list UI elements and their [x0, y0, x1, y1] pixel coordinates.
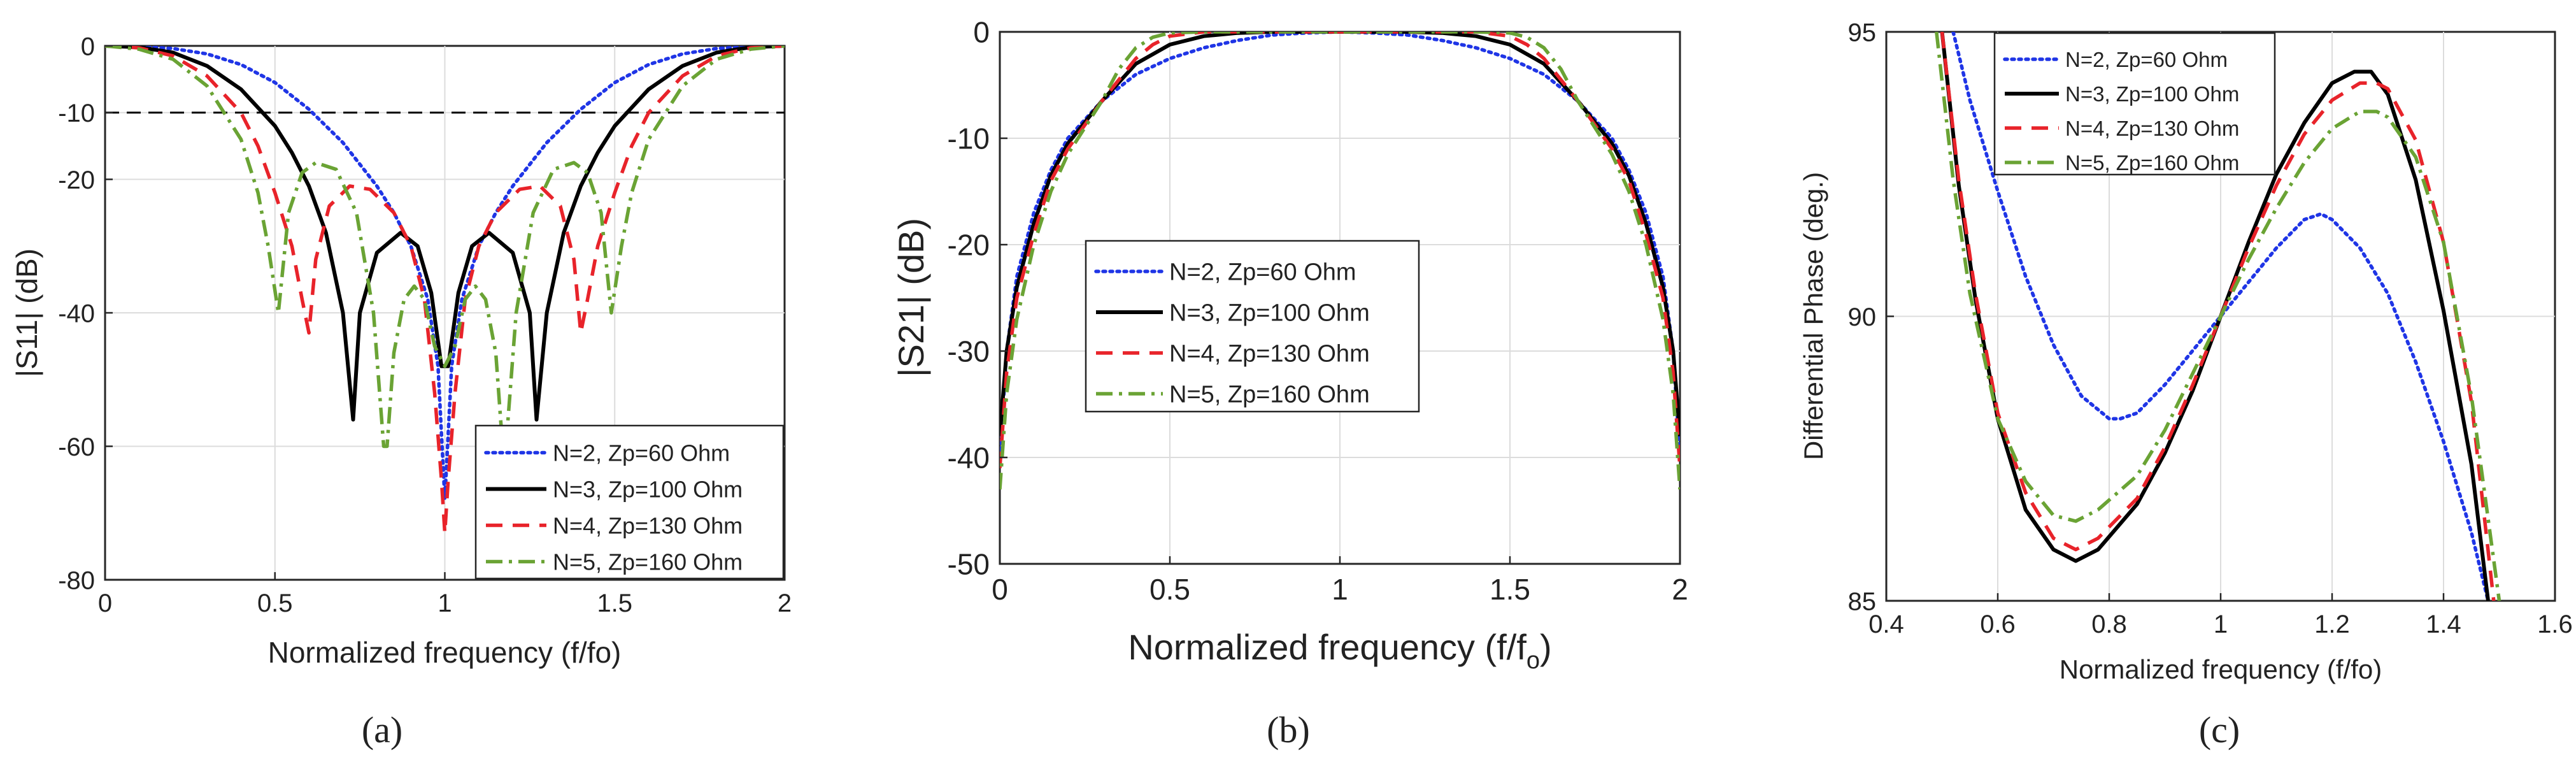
x-tick-label: 1.4: [2426, 610, 2461, 638]
x-tick-label: 1: [2214, 610, 2228, 638]
caption-a: (a): [362, 709, 402, 751]
y-tick-label: 95: [1848, 18, 1877, 47]
x-ticks-c: 0.4 0.6 0.8 1 1.2 1.4 1.6: [1868, 593, 2573, 638]
series-line-b-n4: [1000, 32, 1680, 468]
legend-box-b: [1085, 240, 1420, 413]
legend-c: N=2, Zp=60 Ohm N=3, Zp=100 Ohm N=4, Zp=130…: [1993, 32, 2276, 176]
y-axis-label-b: |S21| (dB): [891, 218, 931, 377]
series-line-b-n2: [1000, 32, 1680, 459]
series-group-a: [105, 46, 785, 535]
legend-label: N=2, Zp=60 Ohm: [553, 440, 730, 466]
y-tick-label: 90: [1848, 303, 1877, 331]
x-ticks-b: 0 0.5 1 1.5 2: [992, 556, 1688, 606]
legend-label: N=3, Zp=100 Ohm: [553, 476, 743, 502]
x-tick-label: 0.6: [1980, 610, 2016, 638]
chart-a: 0 0.5 1 1.5 2 -80 -60 -40 -20 -10 0 Normalized fr…: [10, 32, 792, 751]
legend-box-c: [1993, 32, 2276, 176]
x-tick-label: 0.5: [1149, 573, 1190, 606]
x-tick-label: 0: [98, 589, 112, 617]
series-line-a-n2: [105, 46, 785, 502]
x-tick-label: 0: [992, 573, 1008, 606]
x-tick-label: 1.5: [597, 589, 632, 617]
y-axis-label-a: |S11| (dB): [10, 248, 43, 377]
y-tick-label: 0: [81, 32, 95, 61]
y-tick-label: -40: [58, 299, 95, 327]
y-tick-label: 0: [973, 16, 990, 49]
legend-b: N=2, Zp=60 Ohm N=3, Zp=100 Ohm N=4, Zp=130…: [1085, 240, 1420, 413]
x-tick-label: 0.5: [257, 589, 293, 617]
y-tick-label: -10: [58, 99, 95, 127]
y-tick-label: -20: [58, 166, 95, 194]
x-axis-label-b-subscript: o: [1526, 647, 1540, 674]
legend-box-a: [474, 424, 785, 580]
series-line-b-n3: [1000, 32, 1680, 436]
caption-b: (b): [1267, 709, 1310, 751]
x-axis-label-a: Normalized frequency (f/fo): [268, 636, 622, 669]
chart-c: 0.4 0.6 0.8 1 1.2 1.4 1.6 85 90 95 Normalized fr…: [1798, 18, 2573, 751]
y-tick-label: -60: [58, 433, 95, 461]
x-axis-label-c: Normalized frequency (f/fo): [2060, 654, 2382, 684]
y-ticks-c: 85 90 95: [1848, 18, 1894, 615]
series-line-c-n5: [1935, 32, 2501, 601]
x-tick-label: 0.4: [1868, 610, 1904, 638]
legend-label: N=5, Zp=160 Ohm: [2065, 151, 2239, 175]
x-axis-label-b-main: Normalized frequency (f/f: [1128, 627, 1526, 667]
legend-label: N=3, Zp=100 Ohm: [1169, 300, 1370, 327]
x-tick-label: 1.2: [2314, 610, 2350, 638]
series-line-b-n5: [1000, 32, 1680, 490]
legend-a: N=2, Zp=60 Ohm N=3, Zp=100 Ohm N=4, Zp=130…: [474, 424, 785, 580]
y-tick-label: -10: [948, 122, 990, 155]
caption-c: (c): [2199, 709, 2240, 751]
y-axis-label-c: Differential Phase (deg.): [1798, 172, 1828, 460]
x-axis-label-b: Normalized frequency (f/fo): [1128, 627, 1551, 674]
x-tick-label: 1.5: [1490, 573, 1530, 606]
y-tick-label: -40: [948, 442, 990, 475]
y-tick-label: -20: [948, 229, 990, 262]
y-tick-label: -30: [948, 335, 990, 368]
x-tick-label: 2: [1672, 573, 1688, 606]
x-axis-label-b-close: ): [1540, 627, 1552, 667]
legend-label: N=4, Zp=130 Ohm: [1169, 341, 1370, 368]
x-tick-label: 1: [438, 589, 452, 617]
x-ticks-a: 0 0.5 1 1.5 2: [98, 572, 792, 617]
legend-label: N=4, Zp=130 Ohm: [2065, 117, 2239, 140]
legend-label: N=4, Zp=130 Ohm: [553, 512, 743, 538]
legend-label: N=5, Zp=160 Ohm: [1169, 382, 1370, 408]
chart-b: 0 0.5 1 1.5 2 -50 -40 -30 -20 -10 0 Normalized fr…: [891, 16, 1688, 751]
y-tick-label: 85: [1848, 587, 1877, 615]
x-tick-label: 0.8: [2091, 610, 2127, 638]
y-ticks-b: -50 -40 -30 -20 -10 0: [948, 16, 1007, 581]
legend-label: N=5, Zp=160 Ohm: [553, 549, 743, 575]
series-line-a-n4: [105, 46, 785, 535]
legend-label: N=3, Zp=100 Ohm: [2065, 82, 2239, 106]
x-tick-label: 2: [778, 589, 792, 617]
legend-label: N=2, Zp=60 Ohm: [1169, 259, 1356, 286]
y-tick-label: -50: [948, 548, 990, 581]
series-group-b: [1000, 32, 1680, 490]
x-tick-label: 1.6: [2537, 610, 2573, 638]
y-ticks-a: -80 -60 -40 -20 -10 0: [58, 32, 113, 594]
series-line-a-n5: [105, 46, 785, 449]
series-group-c: [1935, 32, 2501, 601]
x-tick-label: 1: [1332, 573, 1348, 606]
legend-label: N=2, Zp=60 Ohm: [2065, 48, 2228, 71]
y-tick-label: -80: [58, 566, 95, 594]
